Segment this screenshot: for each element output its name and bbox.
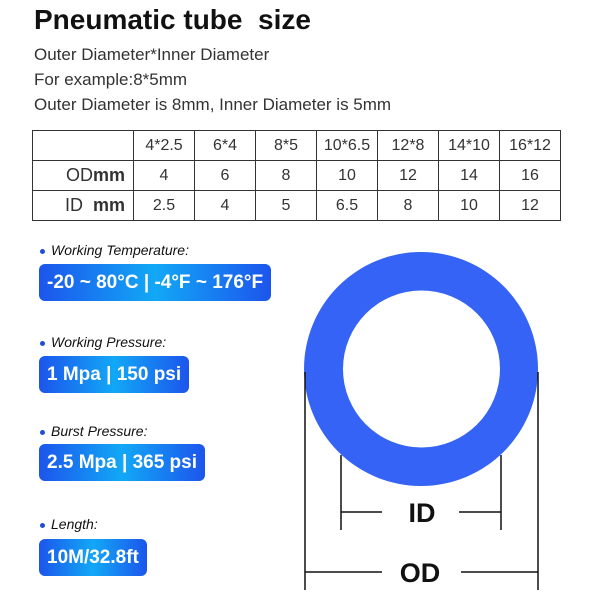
- tube-ring: [304, 252, 538, 486]
- size-cell: 8*5: [255, 130, 317, 161]
- spec-badge-length: 10M/32.8ft: [39, 539, 147, 576]
- id-cell: 2.5: [133, 190, 195, 221]
- table-header-row: 4*2.5 6*4 8*5 10*6.5 12*8 14*10 16*12: [32, 130, 561, 161]
- id-cell: 5: [255, 190, 317, 221]
- spec-label-burst-pressure: Burst Pressure:: [40, 423, 147, 439]
- description-line: For example:8*5mm: [34, 70, 188, 89]
- row-label-id: ID mm: [32, 190, 134, 221]
- page-title: Pneumatic tube size: [34, 4, 311, 35]
- od-label: OD: [400, 558, 441, 588]
- id-cell: 4: [194, 190, 256, 221]
- size-cell: 6*4: [194, 130, 256, 161]
- bullet-icon: [40, 429, 45, 435]
- spec-label-working-pressure: Working Pressure:: [40, 334, 166, 350]
- size-cell: 4*2.5: [133, 130, 195, 161]
- spec-label-temperature: Working Temperature:: [40, 242, 189, 258]
- od-cell: 6: [194, 160, 256, 191]
- id-cell: 12: [499, 190, 561, 221]
- size-cell: 12*8: [377, 130, 439, 161]
- size-cell: 14*10: [438, 130, 500, 161]
- id-cell: 6.5: [316, 190, 378, 221]
- spec-label-length: Length:: [40, 516, 98, 532]
- spec-badge-temperature: -20 ~ 80°C | -4°F ~ 176°F: [39, 264, 272, 301]
- size-table: 4*2.5 6*4 8*5 10*6.5 12*8 14*10 16*12 OD…: [32, 130, 561, 221]
- bullet-icon: [40, 248, 45, 254]
- spec-badge-burst-pressure: 2.5 Mpa | 365 psi: [39, 444, 205, 481]
- description-line: Outer Diameter is 8mm, Inner Diameter is…: [34, 95, 392, 114]
- od-cell: 4: [133, 160, 195, 191]
- description-line: Outer Diameter*Inner Diameter: [34, 45, 270, 64]
- size-cell: 10*6.5: [316, 130, 378, 161]
- bullet-icon: [40, 340, 45, 346]
- id-label: ID: [409, 498, 436, 528]
- od-cell: 16: [499, 160, 561, 191]
- table-row-id: ID mm 2.5 4 5 6.5 8 10 12: [32, 190, 561, 221]
- bullet-icon: [40, 522, 45, 528]
- od-cell: 8: [255, 160, 317, 191]
- spec-badge-working-pressure: 1 Mpa | 150 psi: [39, 356, 190, 393]
- id-cell: 10: [438, 190, 500, 221]
- id-cell: 8: [377, 190, 439, 221]
- size-cell: 16*12: [499, 130, 561, 161]
